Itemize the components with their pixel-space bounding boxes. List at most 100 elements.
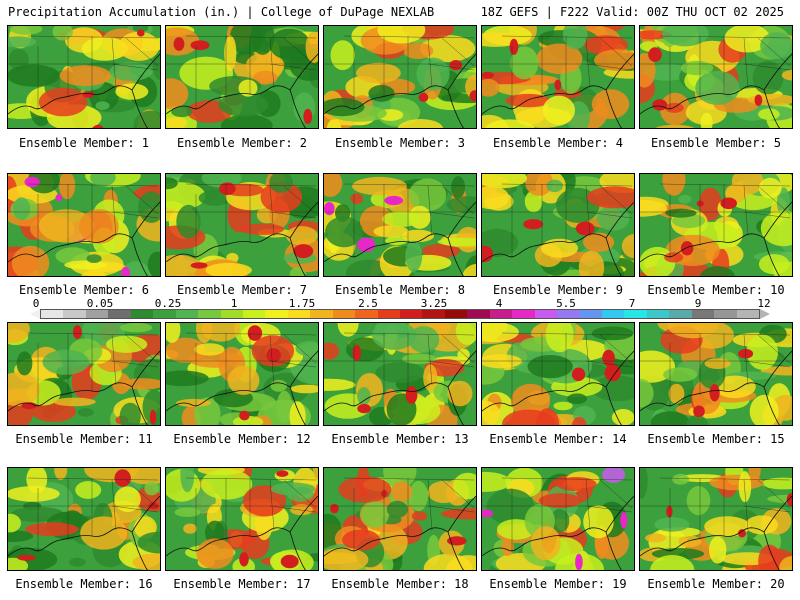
colorbar-swatch (691, 310, 715, 318)
colorbar-tick-label: 5.5 (556, 297, 576, 310)
ensemble-member-label: Ensemble Member: 14 (489, 432, 627, 446)
colorbar-tick-label: 4 (495, 297, 503, 310)
colorbar-tick-label: 0 (32, 297, 40, 310)
ensemble-map-panel (165, 322, 319, 426)
ensemble-member-label: Ensemble Member: 3 (334, 136, 466, 150)
ensemble-member-label: Ensemble Member: 16 (15, 577, 153, 591)
colorbar-tick-label: 0.05 (86, 297, 114, 310)
colorbar-swatch (198, 310, 221, 318)
colorbar-swatch (377, 310, 400, 318)
colorbar-tick-label: 0.25 (154, 297, 182, 310)
ensemble-map-panel (7, 322, 161, 426)
colorbar-swatch (332, 310, 356, 318)
colorbar-swatch (624, 310, 647, 318)
ensemble-member-label: Ensemble Member: 12 (173, 432, 311, 446)
precip-map (8, 323, 160, 425)
ensemble-member-label: Ensemble Member: 1 (18, 136, 150, 150)
colorbar-tick-label: 1.75 (288, 297, 316, 310)
ensemble-map-panel (323, 173, 477, 277)
colorbar-swatch (220, 310, 243, 318)
colorbar-swatch (130, 310, 154, 318)
ensemble-member-label: Ensemble Member: 6 (18, 283, 150, 297)
colorbar-tick-label: 3.25 (420, 297, 448, 310)
colorbar-swatch (422, 310, 445, 318)
colorbar-swatch (736, 310, 759, 318)
colorbar-swatch (646, 310, 670, 318)
colorbar-swatch (355, 310, 378, 318)
precip-map (324, 174, 476, 276)
colorbar-swatch (153, 310, 176, 318)
ensemble-map-panel (165, 467, 319, 571)
colorbar-swatch (63, 310, 86, 318)
model-run-info: 18Z GEFS | F222 Valid: 00Z THU OCT 02 20… (480, 5, 784, 19)
colorbar-tick-label: 2.5 (358, 297, 378, 310)
ensemble-member-label: Ensemble Member: 10 (647, 283, 785, 297)
ensemble-map-panel (639, 467, 793, 571)
ensemble-map-panel (7, 25, 161, 129)
ensemble-member-label: Ensemble Member: 18 (331, 577, 469, 591)
colorbar (40, 309, 760, 319)
colorbar-tick-label: 9 (694, 297, 702, 310)
precip-map (640, 468, 792, 570)
colorbar-swatch (512, 310, 535, 318)
precip-map (166, 468, 318, 570)
precip-map (482, 468, 634, 570)
ensemble-member-label: Ensemble Member: 9 (492, 283, 624, 297)
ensemble-map-panel (481, 173, 635, 277)
colorbar-tick-label: 7 (628, 297, 636, 310)
precip-map (166, 323, 318, 425)
ensemble-member-label: Ensemble Member: 19 (489, 577, 627, 591)
colorbar-tick-label: 12 (757, 297, 771, 310)
precip-map (640, 26, 792, 128)
colorbar-min-arrow (30, 309, 40, 319)
colorbar-swatch (534, 310, 558, 318)
colorbar-swatch (287, 310, 311, 318)
ensemble-map-panel (165, 25, 319, 129)
precip-map (166, 174, 318, 276)
ensemble-map-panel (7, 173, 161, 277)
ensemble-map-panel (481, 25, 635, 129)
colorbar-swatch (557, 310, 580, 318)
precip-map (8, 26, 160, 128)
precip-map (640, 323, 792, 425)
precip-map (166, 26, 318, 128)
ensemble-member-label: Ensemble Member: 17 (173, 577, 311, 591)
precip-map (324, 468, 476, 570)
precip-map (482, 26, 634, 128)
ensemble-member-label: Ensemble Member: 7 (176, 283, 308, 297)
colorbar-swatch (265, 310, 288, 318)
colorbar-swatch (400, 310, 423, 318)
colorbar-tick-label: 1 (230, 297, 238, 310)
ensemble-member-label: Ensemble Member: 4 (492, 136, 624, 150)
ensemble-member-label: Ensemble Member: 13 (331, 432, 469, 446)
colorbar-swatch (175, 310, 199, 318)
precip-map (8, 174, 160, 276)
colorbar-max-arrow (760, 309, 770, 319)
ensemble-map-panel (639, 322, 793, 426)
colorbar-swatch (242, 310, 266, 318)
colorbar-swatch (41, 310, 64, 318)
colorbar-swatch (467, 310, 490, 318)
ensemble-member-label: Ensemble Member: 20 (647, 577, 785, 591)
colorbar-swatch (108, 310, 131, 318)
map-title: Precipitation Accumulation (in.) | Colle… (8, 5, 435, 19)
ensemble-map-panel (639, 25, 793, 129)
ensemble-map-panel (323, 25, 477, 129)
ensemble-map-panel (165, 173, 319, 277)
ensemble-map-panel (481, 322, 635, 426)
ensemble-member-label: Ensemble Member: 8 (334, 283, 466, 297)
colorbar-swatch (444, 310, 468, 318)
precip-map (482, 323, 634, 425)
ensemble-map-panel (7, 467, 161, 571)
ensemble-map-panel (323, 467, 477, 571)
ensemble-member-label: Ensemble Member: 5 (650, 136, 782, 150)
precip-map (8, 468, 160, 570)
colorbar-swatch (310, 310, 333, 318)
precip-map (324, 323, 476, 425)
colorbar-swatch (85, 310, 109, 318)
colorbar-swatch (579, 310, 602, 318)
ensemble-member-label: Ensemble Member: 11 (15, 432, 153, 446)
colorbar-swatch (489, 310, 513, 318)
colorbar-swatch (601, 310, 625, 318)
ensemble-member-label: Ensemble Member: 15 (647, 432, 785, 446)
